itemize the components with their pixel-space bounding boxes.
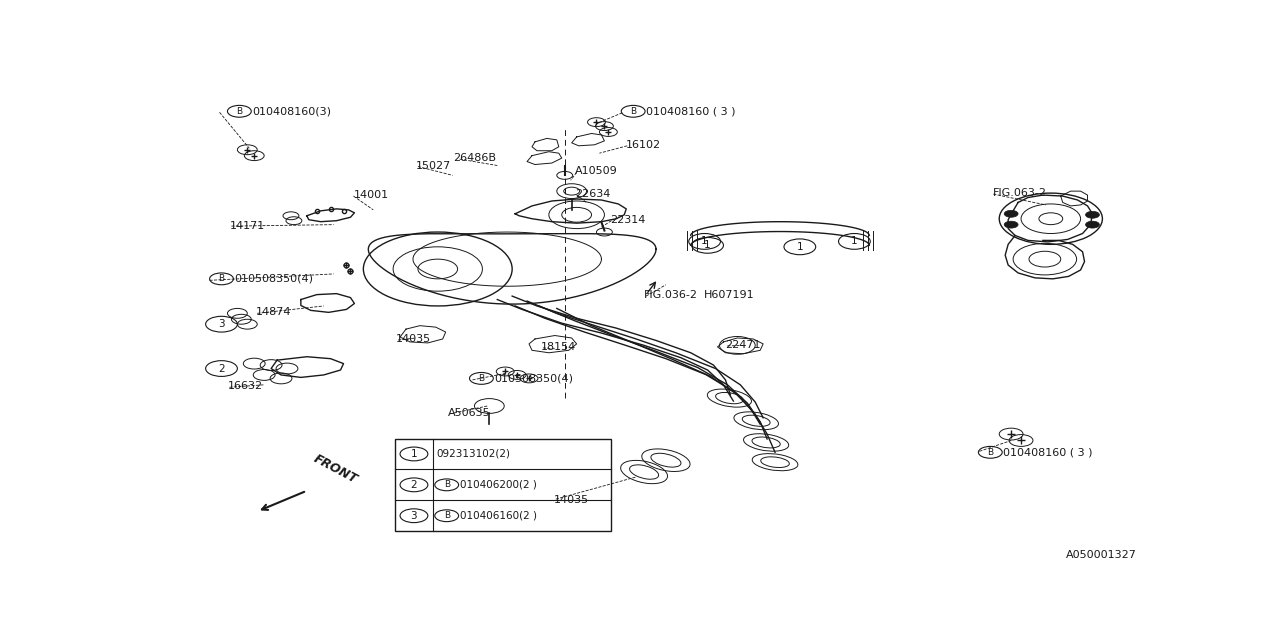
- Bar: [396, 438, 612, 531]
- Text: A050001327: A050001327: [1066, 550, 1137, 560]
- Text: B: B: [444, 511, 449, 520]
- Circle shape: [1085, 221, 1100, 228]
- Text: 14171: 14171: [229, 221, 265, 230]
- Text: 26486B: 26486B: [453, 153, 495, 163]
- Text: A50635: A50635: [448, 408, 490, 418]
- Text: B: B: [479, 374, 484, 383]
- Text: 16632: 16632: [228, 381, 262, 391]
- Text: 010508350(4): 010508350(4): [234, 274, 314, 284]
- Text: 22471: 22471: [726, 340, 760, 350]
- Text: B: B: [237, 107, 242, 116]
- Text: 092313102(2): 092313102(2): [436, 449, 511, 459]
- Circle shape: [1085, 211, 1100, 218]
- Circle shape: [1005, 211, 1018, 217]
- Text: 1: 1: [704, 241, 710, 250]
- Text: B: B: [444, 481, 449, 490]
- Text: 1: 1: [411, 449, 417, 459]
- Text: 2: 2: [411, 480, 417, 490]
- Text: 010406160(2 ): 010406160(2 ): [460, 511, 536, 521]
- Text: 2: 2: [218, 364, 225, 374]
- Text: 1: 1: [851, 236, 858, 246]
- Text: 14874: 14874: [256, 307, 292, 317]
- Text: 14035: 14035: [554, 495, 589, 504]
- Text: 16102: 16102: [626, 140, 662, 150]
- Text: 14035: 14035: [396, 334, 431, 344]
- Text: 1: 1: [796, 242, 803, 252]
- Text: A10509: A10509: [575, 166, 617, 177]
- Text: 3: 3: [411, 511, 417, 521]
- Text: B: B: [987, 448, 993, 457]
- Text: 010408160 ( 3 ): 010408160 ( 3 ): [646, 106, 736, 116]
- Text: 010408160(3): 010408160(3): [252, 106, 332, 116]
- Text: FRONT: FRONT: [312, 452, 360, 486]
- Text: FIG.063-2: FIG.063-2: [993, 188, 1047, 198]
- Text: 1: 1: [701, 236, 708, 246]
- Text: B: B: [219, 275, 224, 284]
- Circle shape: [1005, 221, 1018, 228]
- Text: H607191: H607191: [704, 290, 754, 300]
- Text: FIG.036-2: FIG.036-2: [644, 290, 698, 300]
- Text: 010408160 ( 3 ): 010408160 ( 3 ): [1004, 447, 1093, 458]
- Text: 22634: 22634: [575, 189, 611, 199]
- Text: 010406200(2 ): 010406200(2 ): [460, 480, 536, 490]
- Text: 14001: 14001: [353, 190, 389, 200]
- Text: 18154: 18154: [541, 342, 576, 352]
- Text: 15027: 15027: [416, 161, 451, 170]
- Text: 010508350(4): 010508350(4): [494, 373, 573, 383]
- Text: 22314: 22314: [611, 214, 645, 225]
- Text: 3: 3: [218, 319, 225, 329]
- Text: B: B: [630, 107, 636, 116]
